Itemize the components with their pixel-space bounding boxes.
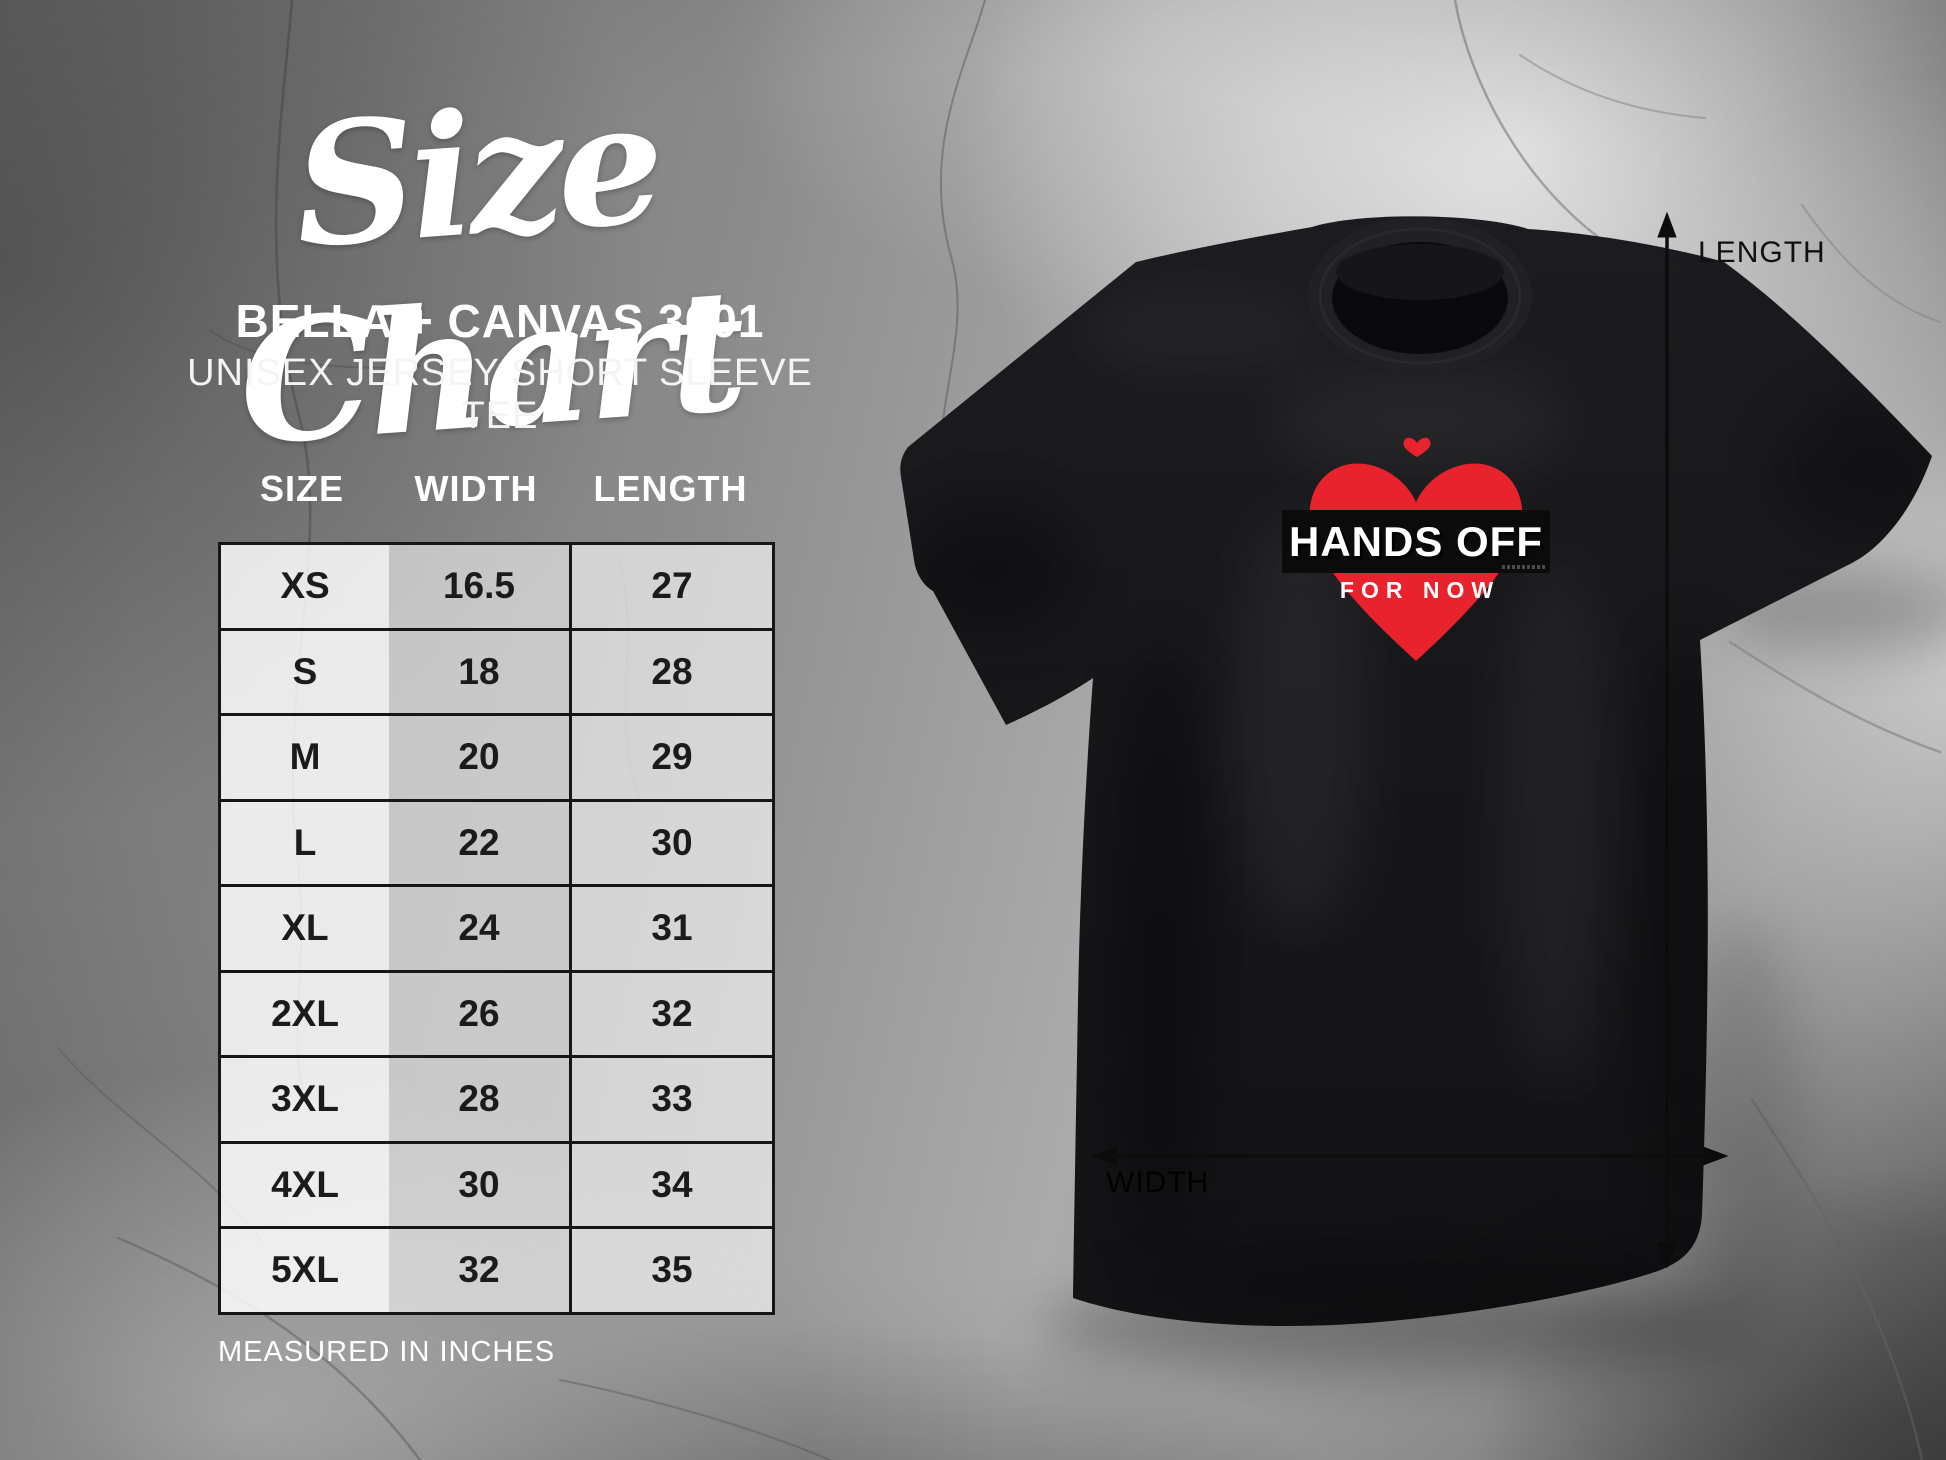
units-footnote: MEASURED IN INCHES <box>218 1336 556 1368</box>
width-value: 16.5 <box>389 545 569 628</box>
product-style: UNISEX JERSEY SHORT SLEEVE TEE <box>187 352 813 437</box>
table-row-5xl: 5XL 32 35 <box>221 1226 772 1312</box>
table-row-xs: XS 16.5 27 <box>221 545 772 628</box>
for-now-text: FOR NOW <box>1340 577 1500 603</box>
width-value: 28 <box>389 1058 569 1141</box>
crew-neck-collar <box>1308 217 1532 373</box>
mini-heart-icon <box>1403 437 1431 457</box>
width-value: 22 <box>389 801 569 884</box>
length-value: 27 <box>569 545 772 628</box>
size-value: M <box>221 716 389 799</box>
hands-off-banner <box>1282 510 1550 573</box>
table-row-2xl: 2XL 26 32 <box>221 969 772 1055</box>
table-row-3xl: 3XL 28 33 <box>221 1055 772 1141</box>
measurement-arrows <box>1091 211 1729 1269</box>
length-value: 29 <box>569 716 772 799</box>
length-arrow-head-bottom <box>1657 1242 1677 1269</box>
width-arrow-head-left <box>1091 1146 1118 1166</box>
length-value: 34 <box>569 1143 772 1226</box>
table-row-m: M 20 29 <box>221 713 772 799</box>
column-header-length: LENGTH <box>593 468 748 509</box>
size-value: L <box>221 801 389 884</box>
width-label: WIDTH <box>1106 1166 1209 1199</box>
length-label: LENGTH <box>1698 236 1826 269</box>
size-table: XS 16.5 27 S 18 28 M 20 29 L 22 30 XL 24… <box>218 542 775 1315</box>
length-value: 33 <box>569 1058 772 1141</box>
hands-off-text: HANDS OFF <box>1289 518 1543 565</box>
width-value: 32 <box>389 1229 569 1312</box>
table-row-s: S 18 28 <box>221 627 772 713</box>
column-header-width: WIDTH <box>414 468 538 509</box>
table-row-xl: XL 24 31 <box>221 884 772 970</box>
width-value: 18 <box>389 630 569 713</box>
size-value: XL <box>221 887 389 970</box>
length-value: 35 <box>569 1229 772 1312</box>
length-value: 28 <box>569 630 772 713</box>
size-value: 3XL <box>221 1058 389 1141</box>
length-value: 31 <box>569 887 772 970</box>
size-value: S <box>221 630 389 713</box>
length-value: 30 <box>569 801 772 884</box>
width-value: 24 <box>389 887 569 970</box>
length-value: 32 <box>569 972 772 1055</box>
size-value: 2XL <box>221 972 389 1055</box>
width-value: 26 <box>389 972 569 1055</box>
width-arrow-head-right <box>1702 1146 1729 1166</box>
size-table-header: SIZE WIDTH LENGTH <box>218 468 775 510</box>
size-value: 5XL <box>221 1229 389 1312</box>
hands-off-print: HANDS OFF HANDS OFF FOR NOW <box>1282 437 1550 661</box>
width-value: 20 <box>389 716 569 799</box>
size-value: XS <box>221 545 389 628</box>
table-row-l: L 22 30 <box>221 798 772 884</box>
width-value: 30 <box>389 1143 569 1226</box>
table-row-4xl: 4XL 30 34 <box>221 1140 772 1226</box>
size-value: 4XL <box>221 1143 389 1226</box>
column-header-size: SIZE <box>259 468 344 509</box>
product-brand: BELLA + CANVAS 3001 <box>235 295 765 347</box>
hands-off-text-shadow: HANDS OFF <box>1292 521 1546 568</box>
length-arrow-head-top <box>1657 211 1677 238</box>
